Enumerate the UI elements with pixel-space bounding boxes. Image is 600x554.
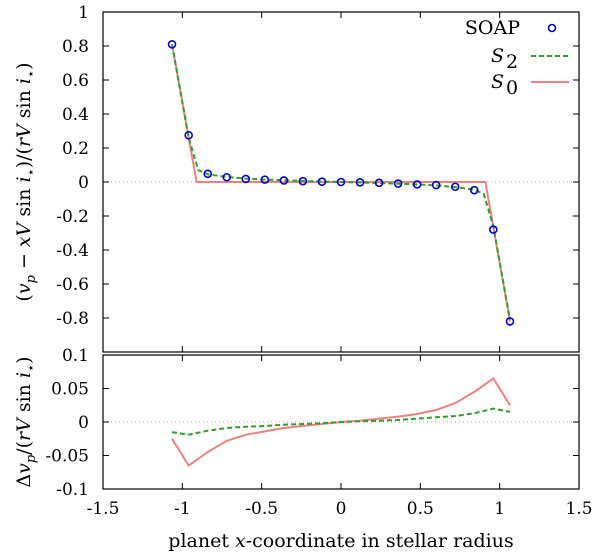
soap-point <box>279 176 289 185</box>
legend-marker-soap <box>547 23 557 33</box>
legend-label-s2: S 2 <box>491 45 518 73</box>
soap-point <box>469 185 479 195</box>
soap-point <box>241 174 251 184</box>
soap-point <box>203 169 213 179</box>
y-tick-label: -0.1 <box>56 480 89 500</box>
soap-point <box>317 177 327 186</box>
bottom-panel: -0.1 -0.05 0 0.05 0.1 -1.5 -1 -0.5 0 0.5 1 1.5 <box>45 346 592 519</box>
y-tick-label: -0.2 <box>56 207 89 227</box>
soap-point <box>222 172 232 182</box>
x-tick-label: -1 <box>174 499 191 519</box>
soap-point <box>412 180 422 189</box>
top-y-tick-labels: -0.8 -0.6 -0.4 -0.2 0 0.2 0.4 0.6 0.8 1 <box>56 3 89 329</box>
x-tick-label: 0 <box>336 499 347 519</box>
soap-point <box>260 175 270 184</box>
x-tick-label: -1.5 <box>87 499 120 519</box>
soap-point <box>355 178 365 187</box>
x-tick-label: 0.5 <box>407 499 434 519</box>
legend-label-s0: S 0 <box>491 71 518 99</box>
y-tick-label: 0.4 <box>62 105 89 125</box>
x-axis-title: planet x-coordinate in stellar radius <box>168 530 513 552</box>
soap-point <box>393 179 403 188</box>
y-tick-label: 0 <box>78 173 89 193</box>
y-tick-label: 1 <box>78 3 89 23</box>
y-tick-label: -0.05 <box>45 447 89 467</box>
top-panel: -0.8 -0.6 -0.4 -0.2 0 0.2 0.4 0.6 0.8 1 SOAP S 2 … <box>56 3 580 353</box>
bottom-x-tick-labels: -1.5 -1 -0.5 0 0.5 1 1.5 <box>87 499 593 519</box>
x-tick-label: 1.5 <box>565 499 592 519</box>
soap-point <box>336 177 346 187</box>
y-tick-label: 0.8 <box>62 37 89 57</box>
top-plot-frame <box>102 11 580 353</box>
soap-point <box>184 130 193 140</box>
top-series <box>167 39 515 326</box>
y-tick-label: 0 <box>78 413 89 433</box>
svg-text:(vp − xV sin i⋆)/(rV sin i⋆): (vp − xV sin i⋆)/(rV sin i⋆) <box>13 62 39 301</box>
soap-point <box>167 39 177 49</box>
y-tick-label: 0.05 <box>51 380 89 400</box>
bottom-y-axis-title: Δvp/(rV sin i⋆) <box>13 356 39 487</box>
s2-line <box>171 44 511 320</box>
svg-text:Δvp/(rV sin i⋆): Δvp/(rV sin i⋆) <box>13 356 39 487</box>
y-tick-label: -0.4 <box>56 241 89 261</box>
bottom-y-tick-labels: -0.1 -0.05 0 0.05 0.1 <box>45 346 89 500</box>
soap-point <box>505 317 515 326</box>
s2-residual-line <box>171 407 511 436</box>
bottom-plot-frame <box>102 354 580 490</box>
soap-point <box>450 182 460 192</box>
soap-point <box>298 176 308 186</box>
x-tick-label: 1 <box>494 499 505 519</box>
soap-point <box>374 178 384 188</box>
legend: SOAP S 2 S 0 <box>465 17 569 99</box>
top-y-axis-title: (vp − xV sin i⋆)/(rV sin i⋆) <box>13 62 39 301</box>
svg-text:0: 0 <box>506 77 518 99</box>
soap-point <box>431 180 441 190</box>
svg-text:2: 2 <box>506 51 518 73</box>
y-tick-label: 0.1 <box>62 346 89 366</box>
soap-point <box>489 225 498 234</box>
y-tick-label: 0.6 <box>62 71 89 91</box>
y-tick-label: -0.6 <box>56 275 89 295</box>
bottom-series <box>171 377 511 467</box>
svg-text:S: S <box>491 71 504 93</box>
y-tick-label: -0.8 <box>56 309 89 329</box>
x-tick-label: -0.5 <box>245 499 278 519</box>
legend-label-soap: SOAP <box>465 17 520 39</box>
svg-text:S: S <box>491 45 504 67</box>
y-tick-label: 0.2 <box>62 139 89 159</box>
